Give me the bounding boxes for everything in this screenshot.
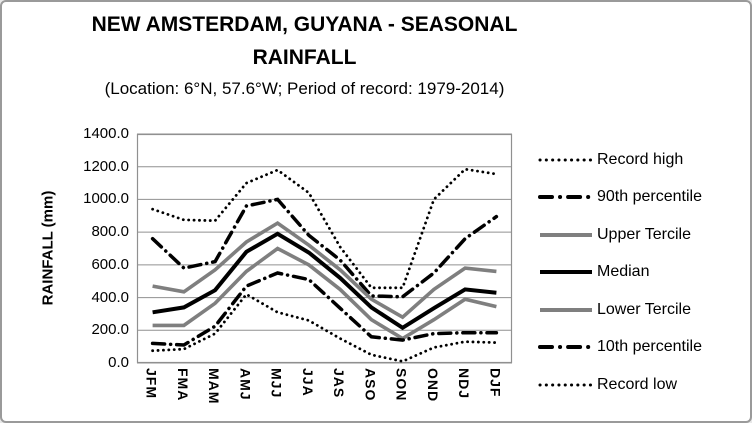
chart-title-line2: RAINFALL [252,46,357,69]
legend-label-10th-percentile: 10th percentile [597,338,702,356]
y-tick-label-400.0: 400.0 [91,288,129,306]
legend-marker-solid-icon [540,270,592,275]
legend-item-record-low: Record low [538,366,750,404]
legend-marker-dashdot-icon [538,195,594,200]
x-tick-label-jfm: JFM [143,368,160,399]
y-axis-title: RAINFALL (mm) [39,190,57,306]
legend-marker-dotted-icon [538,383,594,387]
legend-marker-solid-icon [540,307,592,312]
y-tick-label-200.0: 200.0 [91,321,129,339]
legend-label-record-low: Record low [597,375,678,393]
series-line-record-low [151,292,498,363]
series-line-median [152,231,497,331]
legend-marker-solid-icon [540,232,592,237]
legend-label-90th-percentile: 90th percentile [597,188,702,206]
legend-item-upper-tercile: Upper Tercile [538,216,750,254]
x-tick-label-djf: DJF [487,368,504,398]
legend-marker-dashdot-icon [538,345,594,350]
x-tick-label-mjj: MJJ [268,368,285,399]
x-tick-label-fma: FMA [174,368,191,402]
legend-item-lower-tercile: Lower Tercile [538,291,750,329]
series-line-upper-tercile [152,220,497,320]
y-axis-tick-labels: 1400.0 1200.0 1000.0 800.0 600.0 400.0 200.0 0.… [57,2,129,421]
chart-title-line1: NEW AMSTERDAM, GUYANA - SEASONAL [91,13,518,36]
plot-area [136,133,513,364]
x-tick-label-aso: ASO [362,368,379,402]
x-tick-label-jas: JAS [331,368,348,399]
chart-subtitle: (Location: 6°N, 57.6°W; Period of record… [104,79,505,98]
legend-item-90th-percentile: 90th percentile [538,179,750,217]
legend-label-upper-tercile: Upper Tercile [597,225,691,243]
legend-label-median: Median [597,263,650,281]
x-tick-label-ndj: NDJ [456,368,473,400]
legend-item-record-high: Record high [538,141,750,179]
y-tick-label-1000.0: 1000.0 [83,190,129,208]
x-tick-label-amj: AMJ [237,368,254,401]
x-tick-label-mam: MAM [206,368,223,405]
y-tick-label-800.0: 800.0 [91,223,129,241]
series-line-10th-percentile [150,271,499,347]
x-tick-label-jja: JJA [299,368,316,397]
x-tick-label-ond: OND [424,368,441,403]
y-tick-label-0.0: 0.0 [108,354,129,371]
legend-item-median: Median [538,254,750,292]
plot-svg [136,133,513,364]
chart-title-block: NEW AMSTERDAM, GUYANA - SEASONAL RAINFAL… [82,8,527,102]
y-tick-label-1200.0: 1200.0 [83,157,129,175]
legend-marker-dotted-icon [538,158,594,162]
series-line-record-high [151,167,498,290]
y-tick-label-600.0: 600.0 [91,255,129,273]
legend-label-record-high: Record high [597,150,684,168]
legend-item-10th-percentile: 10th percentile [538,329,750,367]
legend: Record high 90th percentile Upper Tercile M… [538,141,750,404]
plot-border [136,133,513,364]
series-line-lower-tercile [152,246,497,341]
x-tick-label-son: SON [393,368,410,402]
y-tick-label-1400.0: 1400.0 [83,125,129,142]
legend-label-lower-tercile: Lower Tercile [597,300,691,318]
